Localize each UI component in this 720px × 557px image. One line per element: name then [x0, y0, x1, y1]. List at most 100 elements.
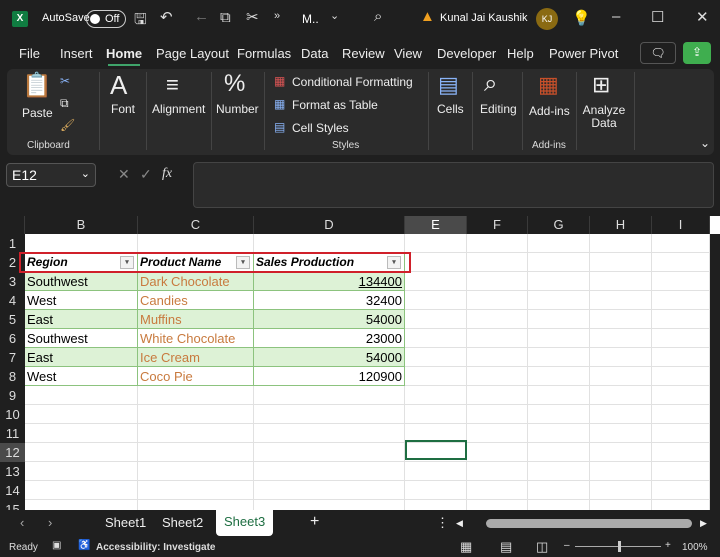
- cell[interactable]: [528, 291, 590, 310]
- column-header-h[interactable]: H: [590, 216, 652, 234]
- cell[interactable]: [528, 386, 590, 405]
- cell[interactable]: [652, 481, 710, 500]
- redo-icon[interactable]: ←: [194, 8, 209, 25]
- add-ins-button[interactable]: Add-ins: [529, 104, 570, 118]
- zoom-slider-thumb[interactable]: [618, 541, 621, 552]
- filename[interactable]: M..: [302, 12, 319, 26]
- table-cell[interactable]: West: [25, 367, 138, 386]
- search-icon[interactable]: ⌕: [374, 8, 383, 25]
- cell[interactable]: [528, 462, 590, 481]
- name-box[interactable]: E12 ⌄: [6, 163, 96, 187]
- cell[interactable]: [590, 234, 652, 253]
- format-as-table-button[interactable]: Format as Table: [292, 98, 378, 112]
- table-cell[interactable]: Candies: [138, 291, 254, 310]
- table-cell[interactable]: Southwest: [25, 329, 138, 348]
- next-sheet-icon[interactable]: ›: [48, 515, 53, 530]
- row-header-10[interactable]: 10: [0, 405, 25, 424]
- sheet-tab-sheet3[interactable]: Sheet3: [216, 510, 274, 536]
- cells-button[interactable]: Cells: [437, 102, 464, 116]
- cell[interactable]: [652, 462, 710, 481]
- macro-icon[interactable]: ▣: [52, 540, 62, 551]
- row-header-7[interactable]: 7: [0, 348, 25, 367]
- cell[interactable]: [254, 481, 405, 500]
- cell[interactable]: [25, 443, 138, 462]
- cell[interactable]: [652, 386, 710, 405]
- cell[interactable]: [25, 462, 138, 481]
- accessibility-status[interactable]: Accessibility: Investigate: [96, 542, 216, 553]
- row-header-8[interactable]: 8: [0, 367, 25, 386]
- cut-icon[interactable]: ✂: [60, 74, 71, 88]
- sheet-tab-sheet1[interactable]: Sheet1: [105, 515, 147, 530]
- zoom-in-icon[interactable]: +: [665, 540, 671, 551]
- cell[interactable]: [652, 329, 710, 348]
- column-header-g[interactable]: G: [528, 216, 590, 234]
- cell[interactable]: [138, 481, 254, 500]
- column-header-c[interactable]: C: [138, 216, 254, 234]
- alignment-button[interactable]: Alignment: [152, 102, 206, 116]
- cell[interactable]: [590, 405, 652, 424]
- add-sheet-icon[interactable]: +: [310, 513, 320, 530]
- vertical-scrollbar[interactable]: [710, 234, 720, 510]
- cell[interactable]: [528, 272, 590, 291]
- cell[interactable]: [652, 405, 710, 424]
- cell[interactable]: [467, 424, 528, 443]
- table-cell[interactable]: East: [25, 310, 138, 329]
- cell[interactable]: [590, 291, 652, 310]
- tab-page-layout[interactable]: Page Layout: [156, 46, 230, 61]
- cell[interactable]: [405, 405, 467, 424]
- row-header-5[interactable]: 5: [0, 310, 25, 329]
- row-header-15[interactable]: 15: [0, 500, 25, 510]
- enter-icon[interactable]: ✓: [140, 166, 152, 182]
- font-button[interactable]: Font: [111, 102, 136, 116]
- cell[interactable]: [590, 348, 652, 367]
- conditional-formatting-button[interactable]: Conditional Formatting: [292, 75, 413, 89]
- tab-insert[interactable]: Insert: [60, 46, 93, 61]
- cell[interactable]: [138, 405, 254, 424]
- row-header-6[interactable]: 6: [0, 329, 25, 348]
- cell[interactable]: [405, 481, 467, 500]
- cell[interactable]: [528, 253, 590, 272]
- cut-icon[interactable]: ✂: [246, 9, 259, 26]
- cell[interactable]: [405, 234, 467, 253]
- paste-icon[interactable]: 📋: [22, 72, 52, 99]
- chevron-down-icon[interactable]: ⌄: [330, 10, 340, 22]
- cell[interactable]: [467, 253, 528, 272]
- cell[interactable]: [138, 462, 254, 481]
- copy-icon[interactable]: ⧉: [60, 96, 69, 110]
- filter-dropdown-button[interactable]: ▾: [120, 256, 134, 269]
- copy-icon[interactable]: ⧉: [220, 9, 231, 26]
- cell[interactable]: [467, 462, 528, 481]
- column-header-b[interactable]: B: [25, 216, 138, 234]
- filter-dropdown-button[interactable]: ▾: [387, 256, 401, 269]
- cell[interactable]: [590, 367, 652, 386]
- cell[interactable]: [467, 481, 528, 500]
- cell[interactable]: [652, 310, 710, 329]
- tab-help[interactable]: Help: [507, 46, 534, 61]
- cell[interactable]: [528, 405, 590, 424]
- cell[interactable]: [138, 500, 254, 510]
- cell[interactable]: [590, 386, 652, 405]
- cell[interactable]: [590, 310, 652, 329]
- table-cell[interactable]: 32400: [254, 291, 405, 310]
- cancel-icon[interactable]: ✕: [118, 166, 130, 182]
- table-cell[interactable]: 54000: [254, 310, 405, 329]
- cell[interactable]: [652, 367, 710, 386]
- row-header-12[interactable]: 12: [0, 443, 25, 462]
- table-cell[interactable]: Muffins: [138, 310, 254, 329]
- cell[interactable]: [467, 348, 528, 367]
- row-header-11[interactable]: 11: [0, 424, 25, 443]
- cell[interactable]: [528, 234, 590, 253]
- cell[interactable]: [528, 367, 590, 386]
- cell[interactable]: [467, 329, 528, 348]
- row-header-2[interactable]: 2: [0, 253, 25, 272]
- cell[interactable]: [652, 424, 710, 443]
- cell[interactable]: [590, 462, 652, 481]
- table-cell[interactable]: White Chocolate: [138, 329, 254, 348]
- table-header-cell[interactable]: Product Name ▾: [138, 253, 254, 272]
- cell[interactable]: [528, 329, 590, 348]
- scroll-right-icon[interactable]: ▶: [700, 518, 707, 528]
- cell[interactable]: [467, 367, 528, 386]
- page-break-view-icon[interactable]: ◫: [536, 539, 549, 554]
- cell[interactable]: [405, 348, 467, 367]
- table-header-cell[interactable]: Sales Production ▾: [254, 253, 405, 272]
